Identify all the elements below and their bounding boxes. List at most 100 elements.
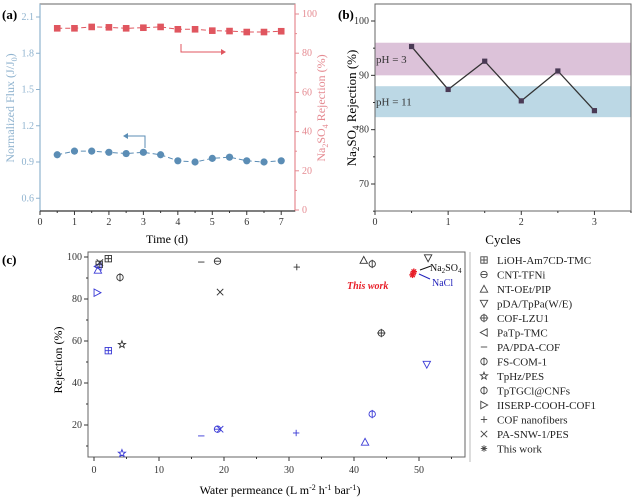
- this-work-annotation: Na2SO4 NaCl This work: [347, 263, 462, 292]
- ph-band-label: pH = 3: [376, 54, 407, 66]
- rejection-point: [122, 25, 130, 32]
- flux-point: [260, 158, 268, 166]
- flux-point: [191, 158, 199, 166]
- legend-label: LiOH-Am7CD-TMC: [497, 255, 591, 267]
- data-point: [368, 259, 376, 269]
- y-left-tick-label: 2.1: [22, 12, 35, 23]
- flux-point: [139, 148, 147, 156]
- data-point: [377, 328, 386, 338]
- y-tick-label: 80: [72, 294, 82, 305]
- left-axis-title: Normalized Flux (J/J0): [3, 53, 19, 162]
- data-point: [555, 68, 561, 74]
- panel-c-label: (c): [2, 252, 16, 267]
- flux-point: [174, 157, 182, 165]
- x-tick-label: 0: [373, 217, 378, 228]
- arrow-head-icon: [221, 49, 226, 55]
- marker-shape: [96, 258, 104, 266]
- y-left-tick-label: 1.5: [22, 85, 35, 96]
- legend-marker: [479, 328, 488, 337]
- rejection-point: [260, 28, 268, 36]
- x-tick-label: 7: [279, 217, 284, 228]
- legend-marker: [480, 445, 488, 452]
- rejection-point: [71, 25, 78, 32]
- y-right-tick-label: 80: [302, 48, 312, 59]
- data-point: [213, 257, 222, 265]
- y-right-tick-label: 0: [302, 205, 307, 216]
- ph-band-label: pH = 11: [376, 97, 412, 109]
- y-left-tick-label: 0.6: [22, 193, 35, 204]
- flux-point: [53, 151, 61, 159]
- data-point: [96, 258, 104, 266]
- rejection-point: [277, 27, 285, 35]
- legend-label: CNT-TFNi: [497, 270, 546, 282]
- marker-shape: [479, 370, 489, 381]
- legend-marker: [480, 430, 488, 438]
- marker-shape: [216, 425, 224, 433]
- data-point: [117, 448, 127, 458]
- legend-marker: [480, 400, 489, 410]
- flux-axis-arrow: [124, 135, 146, 148]
- flux-point: [243, 157, 251, 165]
- rejection-point: [243, 28, 251, 36]
- y-left-tick-label: 0.9: [22, 157, 35, 168]
- na2so4-annotation: Na2SO4: [430, 263, 462, 275]
- x-tick-label: 6: [244, 217, 249, 228]
- flux-point: [277, 157, 285, 165]
- data-point: [116, 273, 124, 282]
- legend-label: COF-LZU1: [497, 313, 549, 325]
- legend-label: PA/PDA-COF: [497, 342, 560, 354]
- rejection-point: [53, 25, 61, 32]
- marker-shape: [423, 254, 433, 263]
- x-tick-label: 0: [38, 217, 43, 228]
- marker-shape: [93, 288, 102, 298]
- data-point: [104, 255, 112, 263]
- legend-marker: [480, 386, 488, 395]
- panel-a: (a) 0 1 2 3 4 5 6 7 0.6 0.9 1.2 1.5 1.8 2.1 0 20 40 60 8…: [2, 3, 330, 246]
- series-line: [411, 46, 595, 112]
- this-work-label: This work: [347, 281, 388, 292]
- marker-shape: [422, 360, 432, 370]
- rejection-point: [226, 27, 233, 35]
- data-point: [408, 43, 415, 50]
- y-right-tick-label: 60: [302, 87, 312, 98]
- marker-shape: [360, 437, 370, 446]
- y-tick-label: 80: [359, 125, 369, 136]
- data-point: [445, 86, 451, 93]
- x-tick-label: 5: [210, 217, 215, 228]
- data-point: [216, 288, 224, 296]
- legend-marker: [480, 270, 488, 279]
- legend-marker: [480, 416, 488, 423]
- legend-label: pDA/TpPa(W/E): [497, 299, 572, 311]
- flux-point: [157, 151, 165, 159]
- flux-point: [208, 154, 216, 162]
- rejection-point: [140, 24, 147, 32]
- x-axis-title: Water permeance (L m-2 h-1 bar-1): [200, 483, 361, 497]
- panel-a-label: (a): [2, 7, 17, 22]
- arrow-head-icon: [123, 133, 128, 139]
- y-tick-label: 100: [67, 252, 82, 263]
- rejection-point: [208, 27, 216, 34]
- panel-c-frame: [87, 251, 466, 458]
- marker-shape: [479, 284, 489, 293]
- x-tick-label: 1: [446, 217, 451, 228]
- rejection-point: [157, 23, 164, 31]
- flux-point: [88, 147, 96, 155]
- marker-shape: [117, 448, 127, 458]
- x-tick-label: 3: [592, 217, 597, 228]
- data-point: [360, 437, 370, 446]
- y-tick-label: 20: [72, 420, 82, 431]
- y-left-tick-label: 1.8: [22, 48, 35, 59]
- data-point: [93, 288, 102, 298]
- legend: LiOH-Am7CD-TMC CNT-TFNi NT-OEt/PIP pDA/TpPa…: [469, 252, 596, 462]
- data-point: [423, 254, 433, 263]
- legend-marker: [479, 299, 489, 309]
- legend-label: TpHz/PES: [497, 371, 544, 383]
- marker-shape: [480, 400, 489, 410]
- ph-band: [375, 42, 631, 76]
- legend-label: PA-SNW-1/PES: [497, 429, 569, 441]
- legend-marker: [480, 256, 488, 264]
- x-tick-label: 40: [349, 465, 359, 476]
- data-point: [518, 98, 524, 104]
- series-line: [57, 150, 282, 163]
